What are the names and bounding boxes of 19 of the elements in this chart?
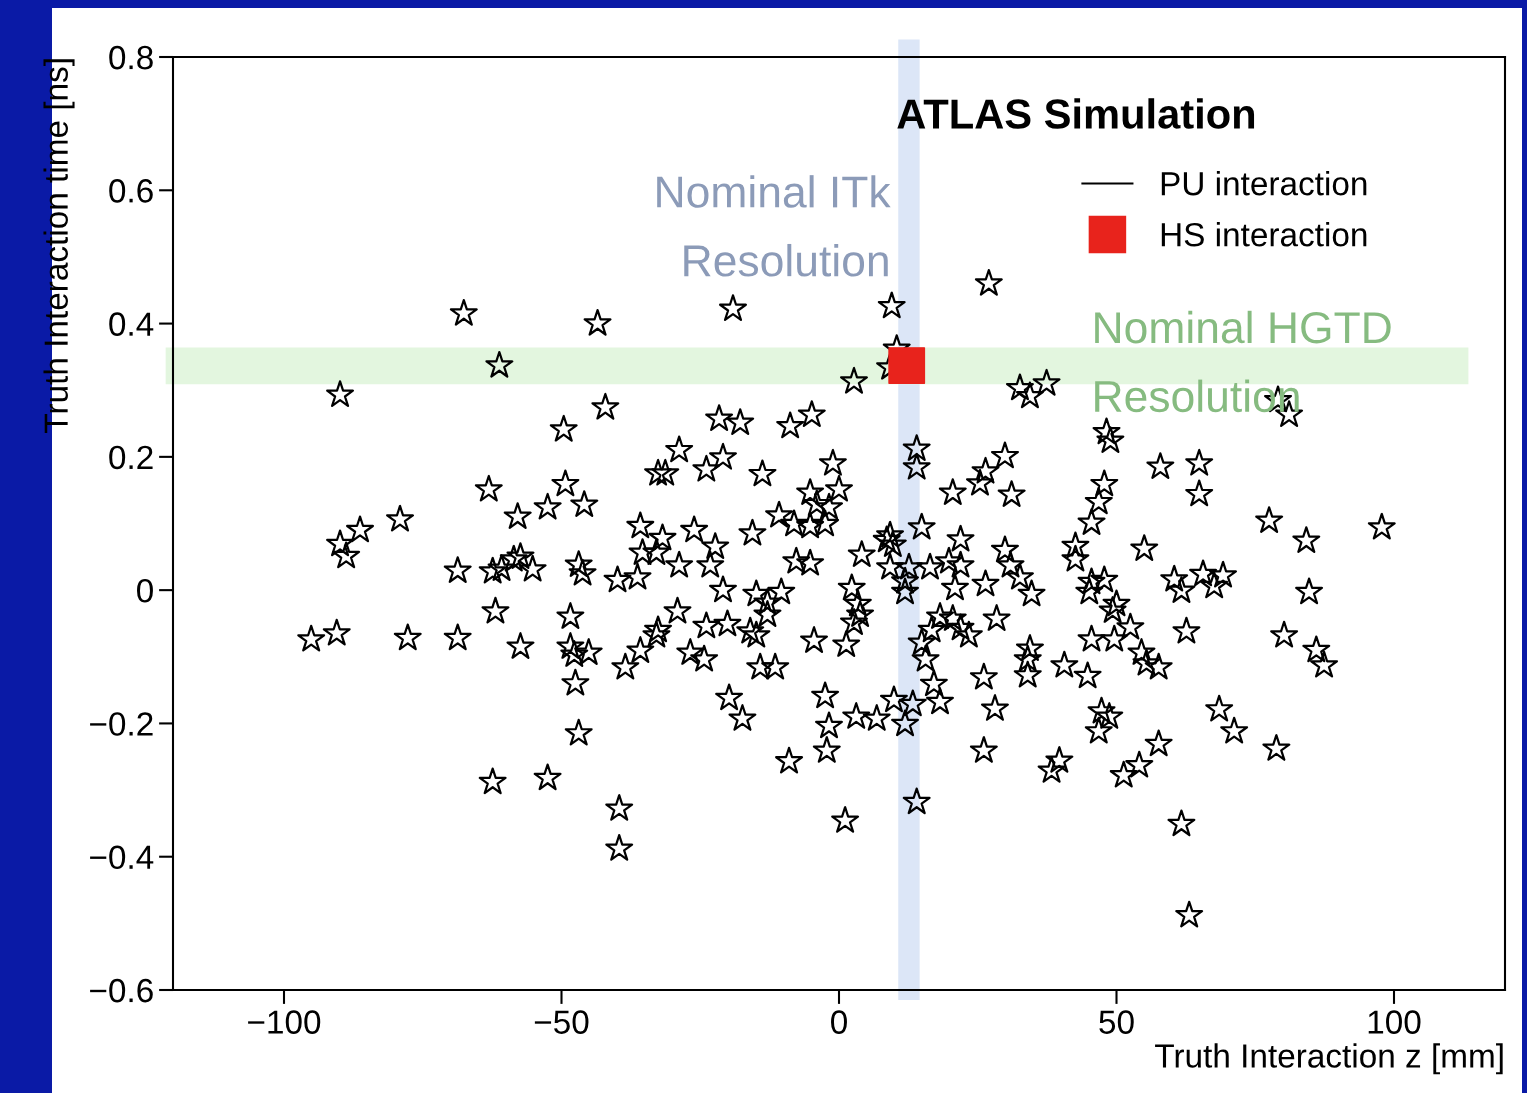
y-tick-label: 0.4 (109, 312, 154, 336)
y-tick-label: −0.6 (90, 978, 153, 1003)
y-tick-label: −0.4 (90, 845, 154, 870)
y-tick-label: 0.8 (109, 45, 153, 70)
x-tick-label: 0 (831, 1010, 847, 1034)
x-tick-label: −50 (534, 1010, 589, 1034)
x-tick-label: 50 (1099, 1010, 1134, 1034)
y-tick-label: −0.2 (90, 712, 153, 736)
band-label: Nominal ITk Resolution (657, 175, 891, 277)
annotation: ATLAS Simulation (897, 98, 1255, 129)
x-tick-label: 100 (1368, 1010, 1421, 1034)
x-axis-title: Truth Interaction z [mm] (1155, 1043, 1503, 1075)
y-tick-label: 0.6 (109, 179, 153, 203)
y-tick-label: 0.2 (109, 445, 153, 470)
legend-label: HS interaction (1161, 222, 1367, 247)
y-tick-label: 0 (137, 578, 153, 603)
y-axis-title: Truth Interaction time [ns] (43, 59, 75, 433)
x-tick-label: −100 (248, 1010, 321, 1034)
legend-label: PU interaction (1161, 170, 1367, 196)
